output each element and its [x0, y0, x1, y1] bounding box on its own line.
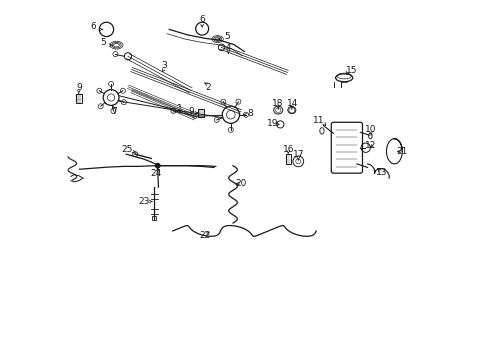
Text: 22: 22 — [199, 231, 210, 240]
Text: 9: 9 — [76, 83, 81, 92]
Text: 6: 6 — [90, 22, 96, 31]
Text: 20: 20 — [235, 179, 246, 188]
Text: 11: 11 — [313, 116, 324, 125]
Text: 5: 5 — [224, 32, 230, 41]
Text: 21: 21 — [396, 147, 407, 156]
Text: 14: 14 — [286, 99, 298, 108]
Text: 5: 5 — [100, 38, 105, 47]
Text: 18: 18 — [271, 99, 283, 108]
Text: 9: 9 — [188, 107, 194, 116]
Text: 10: 10 — [365, 125, 376, 134]
Text: 4: 4 — [225, 43, 231, 52]
Text: 16: 16 — [282, 145, 293, 154]
Text: 24: 24 — [150, 169, 161, 178]
Bar — [76, 94, 81, 103]
Text: 15: 15 — [345, 66, 356, 75]
Text: 6: 6 — [199, 15, 204, 24]
Text: 25: 25 — [122, 145, 133, 154]
Bar — [152, 216, 156, 220]
Text: 3: 3 — [161, 62, 167, 71]
Text: 23: 23 — [138, 197, 149, 206]
Text: 1: 1 — [177, 104, 183, 113]
Bar — [285, 154, 290, 164]
Text: 7: 7 — [111, 107, 117, 116]
Text: 12: 12 — [365, 141, 376, 150]
Circle shape — [155, 163, 160, 168]
Text: 8: 8 — [247, 109, 253, 118]
Text: 2: 2 — [205, 83, 211, 92]
Text: 17: 17 — [293, 150, 304, 159]
Text: 19: 19 — [267, 119, 278, 128]
Bar — [198, 109, 204, 117]
Text: 13: 13 — [375, 168, 387, 177]
